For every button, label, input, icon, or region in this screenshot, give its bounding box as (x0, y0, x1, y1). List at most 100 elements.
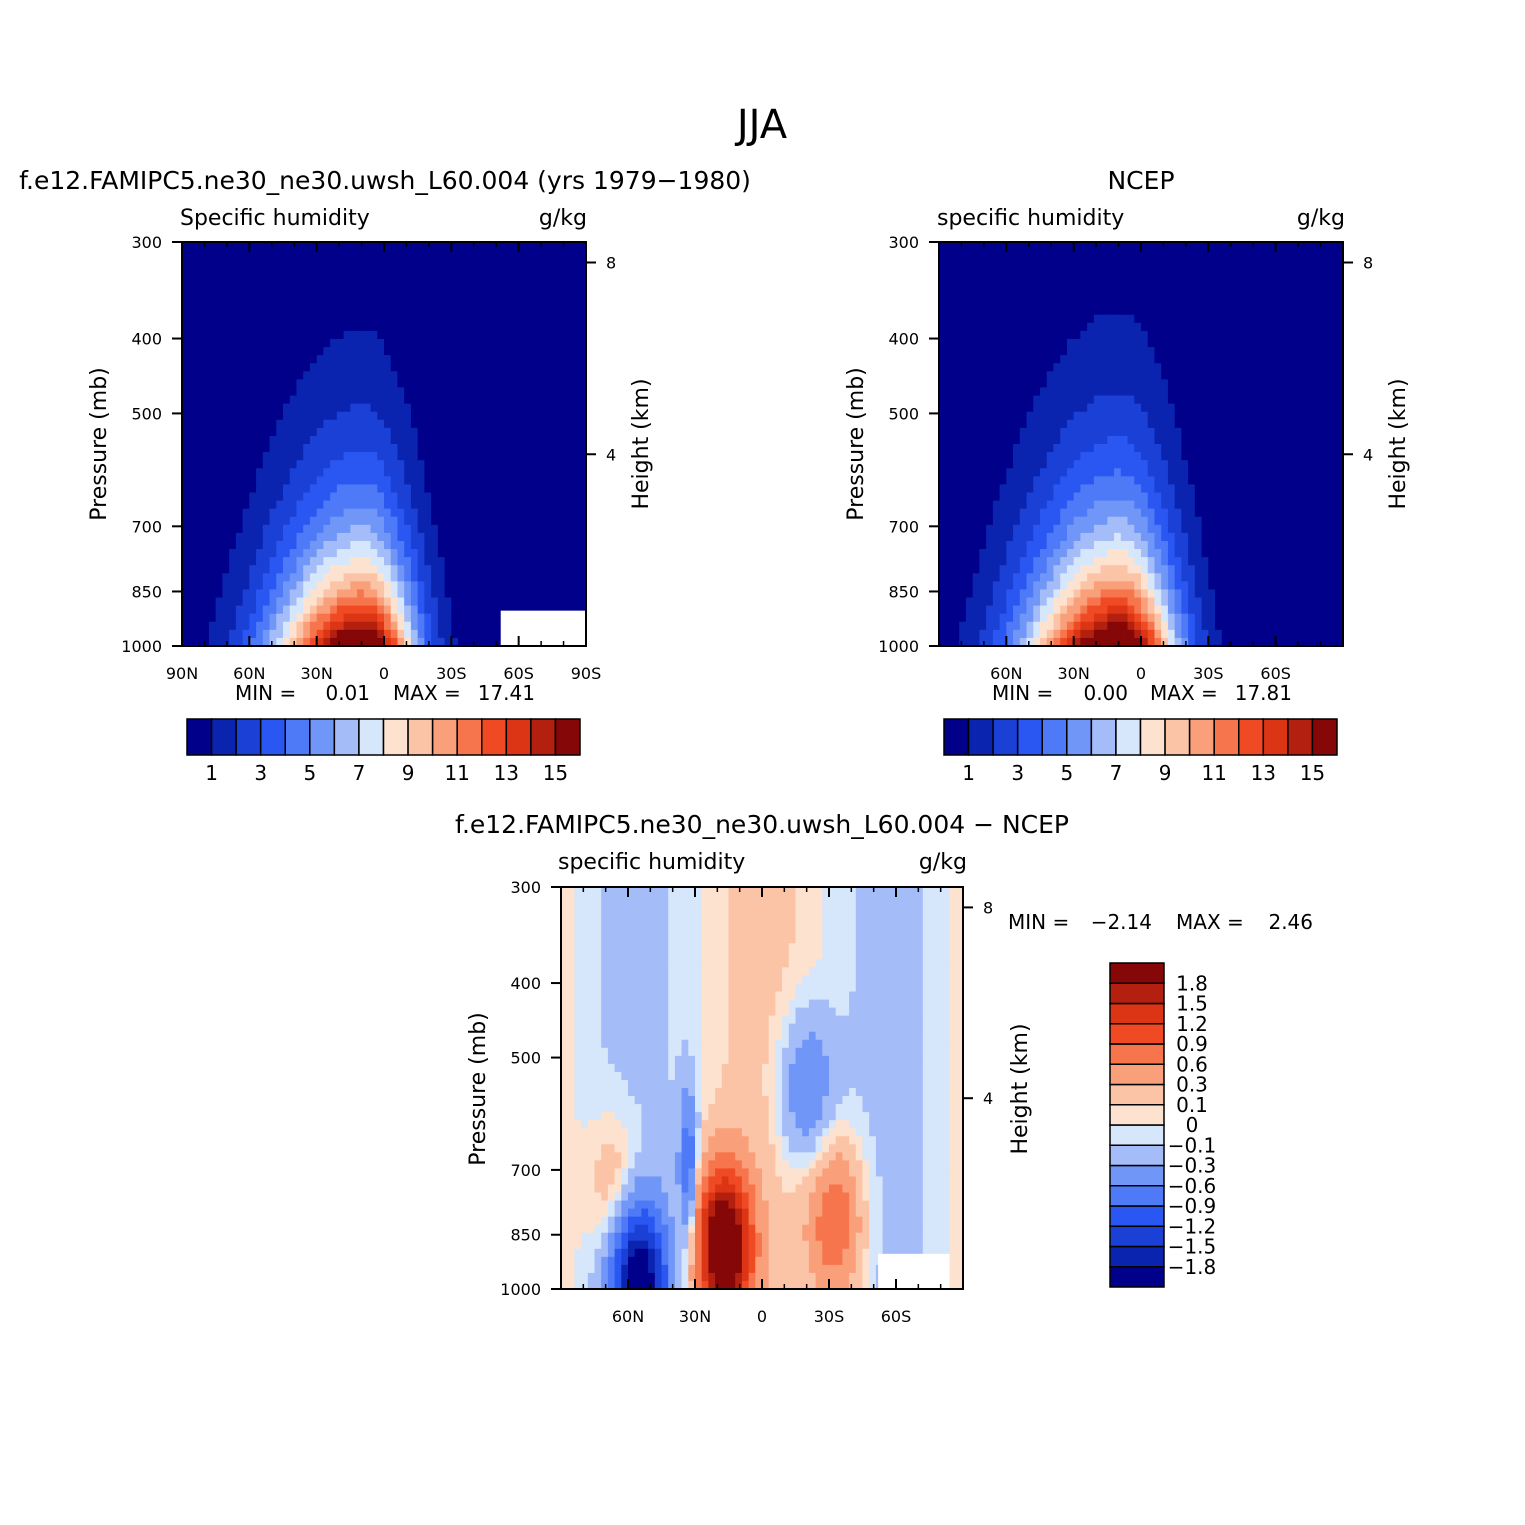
contour-cell (471, 347, 479, 356)
contour-cell (999, 500, 1007, 510)
contour-cell (1033, 387, 1041, 397)
contour-cell (1114, 274, 1122, 283)
contour-cell (1167, 274, 1176, 283)
contour-cell (215, 266, 223, 275)
contour-cell (377, 524, 385, 534)
contour-cell (222, 306, 230, 316)
contour-cell (195, 484, 203, 494)
contour-cell (377, 363, 385, 372)
contour-cell (1174, 565, 1182, 574)
contour-cell (188, 282, 197, 292)
contour-cell (336, 484, 345, 494)
contour-cell (222, 516, 230, 526)
contour-cell (289, 403, 298, 413)
contour-cell (195, 274, 203, 283)
contour-cell (269, 629, 277, 639)
contour-cell (545, 573, 553, 582)
contour-cell (410, 355, 419, 364)
contour-cell (979, 387, 987, 397)
contour-cell (350, 500, 358, 510)
contour-cell (229, 338, 237, 348)
contour-cell (1026, 581, 1034, 591)
contour-cell (952, 484, 960, 494)
contour-cell (323, 468, 331, 477)
contour-cell (965, 613, 974, 623)
contour-cell (1100, 540, 1108, 550)
contour-cell (1100, 266, 1108, 275)
contour-cell (979, 460, 987, 469)
contour-cell (518, 508, 526, 518)
contour-cell (939, 411, 947, 421)
contour-cell (195, 476, 203, 485)
contour-cell (336, 427, 345, 437)
contour-cell (235, 500, 244, 510)
contour-cell (343, 330, 351, 340)
contour-cell (397, 476, 405, 485)
contour-cell (1181, 330, 1189, 340)
contour-cell (559, 460, 567, 469)
contour-cell (357, 637, 365, 647)
contour-cell (1080, 444, 1088, 453)
contour-cell (390, 557, 399, 566)
contour-cell (417, 379, 425, 389)
contour-cell (1154, 532, 1162, 542)
contour-cell (518, 347, 526, 356)
contour-cell (986, 387, 994, 397)
contour-cell (1127, 484, 1135, 494)
contour-cell (229, 629, 237, 639)
contour-cell (1114, 387, 1122, 397)
contour-cell (343, 444, 351, 453)
contour-cell (1046, 516, 1055, 526)
contour-cell (1087, 557, 1095, 566)
contour-cell (525, 338, 533, 348)
contour-cell (1127, 565, 1135, 574)
contour-cell (208, 266, 217, 275)
contour-cell (498, 395, 506, 405)
contour-cell (485, 250, 493, 259)
contour-cell (390, 306, 399, 316)
contour-cell (1134, 549, 1142, 558)
contour-cell (505, 524, 513, 534)
contour-cell (417, 444, 425, 453)
contour-cell (1114, 613, 1122, 623)
contour-cell (235, 460, 244, 469)
contour-cell (1174, 484, 1182, 494)
contour-cell (390, 266, 399, 275)
contour-cell (363, 540, 372, 550)
contour-cell (289, 435, 298, 445)
contour-cell (1127, 557, 1135, 566)
contour-cell (532, 379, 540, 389)
contour-cell (316, 306, 324, 316)
contour-cell (350, 444, 358, 453)
contour-cell (397, 452, 405, 461)
contour-cell (939, 444, 947, 453)
contour-cell (565, 371, 574, 380)
contour-cell (397, 355, 405, 364)
contour-cell (1147, 250, 1156, 259)
contour-cell (357, 395, 365, 405)
contour-cell (1013, 371, 1021, 380)
contour-cell (390, 322, 399, 332)
contour-cell (1073, 330, 1081, 340)
contour-cell (269, 419, 277, 429)
contour-cell (485, 290, 493, 300)
contour-cell (1006, 379, 1014, 389)
contour-cell (229, 613, 237, 623)
contour-cell (471, 460, 479, 469)
contour-cell (1080, 484, 1088, 494)
contour-cell (1066, 266, 1075, 275)
contour-cell (424, 524, 432, 534)
contour-cell (296, 508, 304, 518)
contour-cell (276, 435, 284, 445)
contour-cell (262, 516, 271, 526)
contour-cell (370, 565, 378, 574)
contour-cell (1141, 371, 1149, 380)
contour-cell (188, 298, 197, 308)
contour-cell (532, 460, 540, 469)
contour-cell (1093, 549, 1102, 558)
contour-cell (417, 395, 425, 405)
contour-cell (1013, 605, 1021, 615)
contour-cell (485, 540, 493, 550)
contour-cell (559, 516, 567, 526)
x-tick-label: 60S (503, 664, 534, 683)
